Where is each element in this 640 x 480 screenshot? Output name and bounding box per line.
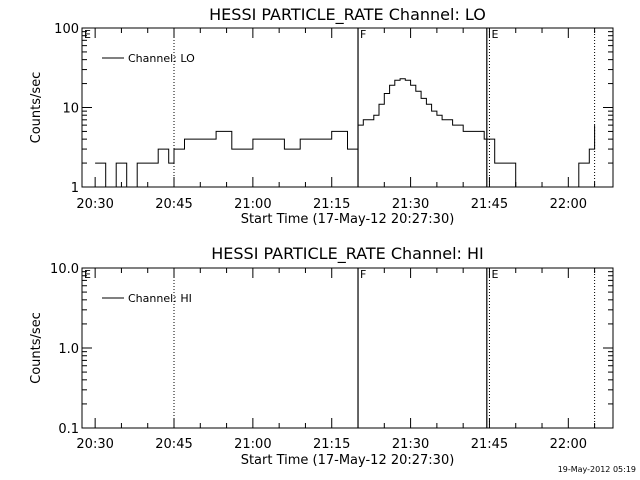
series-line xyxy=(95,78,596,188)
y-tick-label: 10.0 xyxy=(50,262,79,277)
x-tick-label: 21:00 xyxy=(234,437,271,452)
chart-title: HESSI PARTICLE_RATE Channel: LO xyxy=(209,5,486,25)
x-tick-label: 20:45 xyxy=(155,197,192,212)
x-tick-label: 20:30 xyxy=(76,197,113,212)
y-axis-label: Counts/sec xyxy=(29,72,44,144)
x-tick-label: 22:00 xyxy=(550,437,587,452)
y-tick-label: 1.0 xyxy=(58,342,79,357)
time-marker-label: F xyxy=(360,268,366,281)
y-tick-label: 0.1 xyxy=(58,422,79,437)
x-tick-label: 21:30 xyxy=(392,437,429,452)
y-tick-label: 100 xyxy=(54,22,79,37)
time-marker-label: F xyxy=(360,28,366,41)
y-tick-label: 10 xyxy=(62,102,79,117)
x-tick-label: 22:00 xyxy=(550,197,587,212)
chart-title: HESSI PARTICLE_RATE Channel: HI xyxy=(211,244,484,264)
legend-label: Channel: LO xyxy=(128,52,195,65)
x-tick-label: 20:30 xyxy=(76,437,113,452)
chart-panel-1: HESSI PARTICLE_RATE Channel: LO 1 10 100 20:… xyxy=(29,5,614,227)
x-tick-label: 21:45 xyxy=(471,197,508,212)
y-axis-label: Counts/sec xyxy=(29,312,44,384)
chart-panel-2: HESSI PARTICLE_RATE Channel: HI 0.1 1.0 10.… xyxy=(29,244,614,468)
x-tick-label: 21:15 xyxy=(313,197,350,212)
x-tick-label: 21:45 xyxy=(471,437,508,452)
time-marker-label: E xyxy=(84,28,91,41)
time-marker-label: E xyxy=(491,268,498,281)
y-tick-label: 1 xyxy=(71,181,79,196)
legend-label: Channel: HI xyxy=(128,292,192,305)
x-tick-label: 21:30 xyxy=(392,197,429,212)
x-tick-label: 20:45 xyxy=(155,437,192,452)
x-tick-label: 21:15 xyxy=(313,437,350,452)
footer-stamp: 19-May-2012 05:19 xyxy=(557,465,636,474)
x-axis-label: Start Time (17-May-12 20:27:30) xyxy=(241,212,455,227)
x-tick-label: 21:00 xyxy=(234,197,271,212)
time-marker-label: E xyxy=(491,28,498,41)
time-marker-label: E xyxy=(84,268,91,281)
x-axis-label: Start Time (17-May-12 20:27:30) xyxy=(241,453,455,468)
